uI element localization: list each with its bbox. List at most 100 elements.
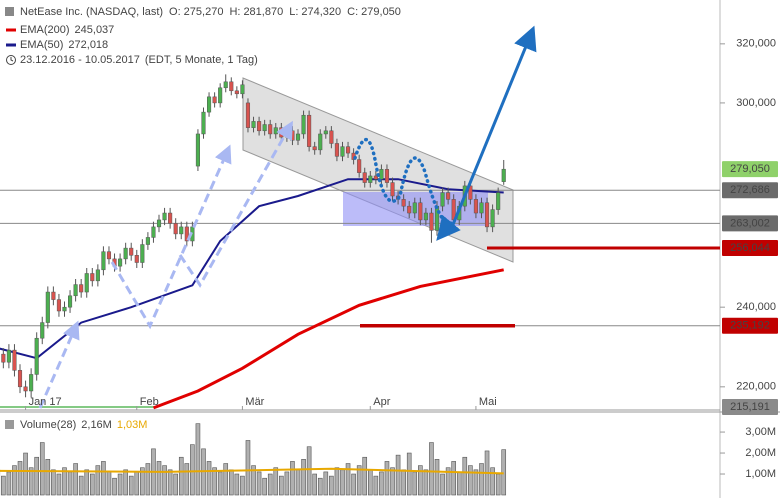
candle-body xyxy=(168,212,173,224)
volume-bar xyxy=(123,469,128,496)
x-tick-label: Mai xyxy=(479,396,497,408)
y-tick-label: 240,000 xyxy=(736,301,776,313)
dotted-path xyxy=(353,137,454,226)
legend-name: EMA(50) xyxy=(20,39,63,51)
instrument-title: NetEase Inc. (NASDAQ, last) xyxy=(20,6,163,18)
candle-body xyxy=(479,202,484,214)
volume-bar xyxy=(145,463,151,496)
candle-body xyxy=(301,114,306,135)
volume-bar xyxy=(373,475,379,496)
candle-body xyxy=(245,102,251,128)
candle-body xyxy=(68,295,73,308)
volume-bar xyxy=(290,461,295,496)
volume-bar xyxy=(240,475,245,496)
candle-body xyxy=(401,199,406,207)
candle-body xyxy=(357,159,362,173)
volume-bar xyxy=(228,469,234,496)
dashed-arrow xyxy=(38,320,80,409)
price-label: 263,002 xyxy=(730,217,770,229)
volume-bar xyxy=(501,449,507,496)
volume-bar xyxy=(329,475,334,496)
candle-body xyxy=(201,111,206,135)
ohlc-key: C: xyxy=(347,6,358,18)
candle-body xyxy=(368,175,373,183)
ema-line xyxy=(152,268,504,410)
levels xyxy=(0,189,720,408)
volume-bar xyxy=(234,473,240,496)
candle-body xyxy=(212,96,217,104)
volume-bar xyxy=(256,471,262,496)
y-tick-label: 320,000 xyxy=(736,38,776,50)
arrow-up xyxy=(450,25,537,228)
candle-body xyxy=(23,386,28,392)
annotations xyxy=(38,25,537,409)
candle-body xyxy=(268,124,273,135)
volume-bar xyxy=(490,467,495,496)
volume-bar xyxy=(12,465,17,496)
volume-bar xyxy=(23,452,28,496)
candle-body xyxy=(73,284,78,297)
clock-hand xyxy=(10,57,14,62)
candle-body xyxy=(379,169,384,180)
volume-bar xyxy=(367,469,373,496)
price-label-box xyxy=(722,239,778,256)
volume-bar xyxy=(162,465,167,496)
candle-body xyxy=(251,121,256,128)
dashed-arrow xyxy=(110,144,232,330)
volume-bar xyxy=(128,475,134,496)
volume-bar xyxy=(173,473,178,496)
candle-body xyxy=(29,374,34,392)
volume-bar xyxy=(51,469,56,496)
candle-body xyxy=(473,199,478,214)
candle-body xyxy=(184,226,189,242)
volume-title: Volume(28) xyxy=(20,419,76,431)
candle-body xyxy=(295,133,301,141)
candle-body xyxy=(129,247,134,256)
volume-bar xyxy=(56,473,62,496)
candle-body xyxy=(323,130,328,135)
volume-avg-label: 1,03M xyxy=(117,419,148,431)
candle-body xyxy=(123,247,128,260)
volume-bar xyxy=(45,459,51,496)
dashed-arrow xyxy=(178,120,293,288)
legend-value: 272,018 xyxy=(68,39,108,51)
candle-body xyxy=(218,87,223,104)
candle-body xyxy=(390,182,395,197)
x-tick-label: Apr xyxy=(373,396,390,408)
volume-bar xyxy=(334,467,340,496)
volume-bar xyxy=(440,473,445,496)
candle-body xyxy=(273,127,278,135)
ohlc-value: 274,320 xyxy=(301,6,341,18)
x-tick-label: Mär xyxy=(245,396,264,408)
volume-bar xyxy=(156,461,162,496)
price-label-box xyxy=(722,317,778,334)
volume-bar xyxy=(312,473,317,496)
candle-body xyxy=(501,168,506,182)
volume-last: 2,16M xyxy=(81,419,112,431)
legend-value: 245,037 xyxy=(75,24,115,36)
volume-bar xyxy=(340,469,345,496)
candle-body xyxy=(56,299,61,312)
volume-bar xyxy=(418,465,423,496)
candle-body xyxy=(423,212,428,221)
volume-bar xyxy=(112,477,117,496)
candle-body xyxy=(229,81,234,92)
clock-icon xyxy=(6,55,16,65)
candle-body xyxy=(312,146,317,151)
volume-bar xyxy=(184,463,190,496)
volume-bar xyxy=(206,461,212,496)
volume-y-tick-label: 3,00M xyxy=(745,426,776,438)
candle-body xyxy=(79,284,84,293)
legend-entry: EMA(200) 245,037 xyxy=(20,24,114,36)
volume-bar xyxy=(468,465,473,496)
volume-bar xyxy=(384,461,390,496)
candle-body xyxy=(84,273,89,293)
volume-bar xyxy=(429,442,434,496)
candle-body xyxy=(362,172,367,183)
volume-bar xyxy=(306,446,312,496)
period-note: (EDT, 5 Monate, 1 Tag) xyxy=(145,54,258,66)
candle-body xyxy=(179,226,184,235)
candle-body xyxy=(307,114,312,147)
